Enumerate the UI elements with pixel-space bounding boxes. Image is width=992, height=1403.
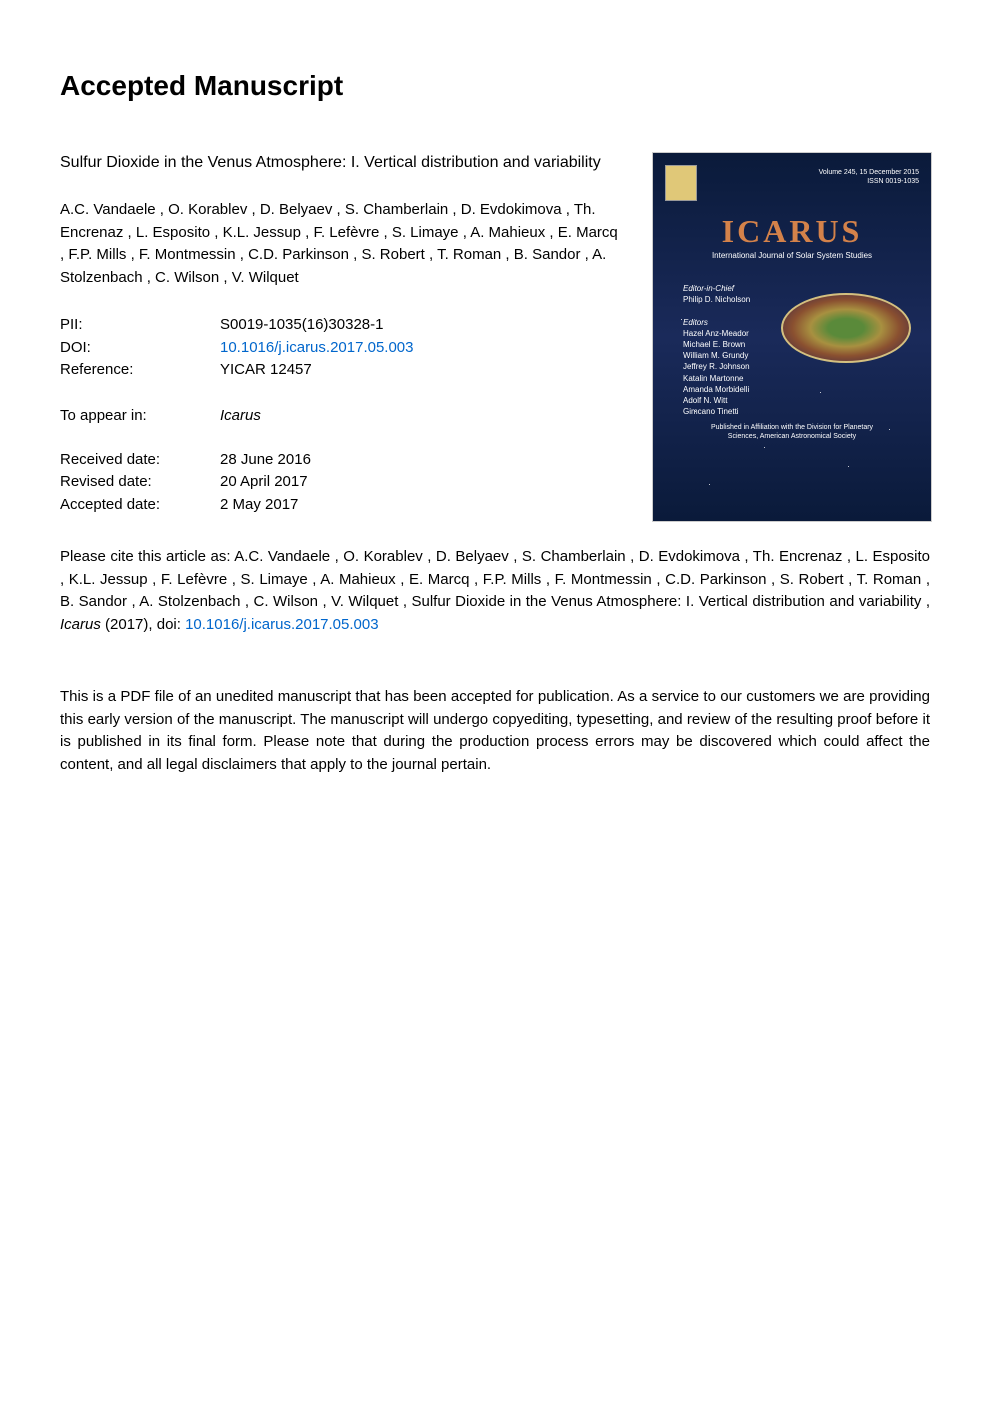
received-value: 28 June 2016 — [220, 449, 311, 472]
revised-label: Revised date: — [60, 471, 220, 494]
revised-row: Revised date: 20 April 2017 — [60, 471, 620, 494]
dates-table: Received date: 28 June 2016 Revised date… — [60, 449, 620, 517]
doi-link[interactable]: 10.1016/j.icarus.2017.05.003 — [220, 337, 413, 360]
reference-value: YICAR 12457 — [220, 359, 312, 382]
cover-volume-info: Volume 245, 15 December 2015ISSN 0019-10… — [819, 168, 919, 186]
journal-name: ICARUS — [653, 213, 931, 250]
appear-label: To appear in: — [60, 407, 220, 424]
citation-journal: Icarus — [60, 616, 101, 633]
citation-title: Sulfur Dioxide in the Venus Atmosphere: … — [411, 593, 930, 610]
pii-value: S0019-1035(16)30328-1 — [220, 314, 383, 337]
pii-row: PII: S0019-1035(16)30328-1 — [60, 314, 620, 337]
pii-label: PII: — [60, 314, 220, 337]
citation-year: (2017), doi: — [101, 616, 185, 633]
reference-row: Reference: YICAR 12457 — [60, 359, 620, 382]
journal-subtitle: International Journal of Solar System St… — [653, 251, 931, 260]
article-title: Sulfur Dioxide in the Venus Atmosphere: … — [60, 152, 620, 174]
citation-text: Please cite this article as: A.C. Vandae… — [60, 546, 930, 636]
left-content: Sulfur Dioxide in the Venus Atmosphere: … — [60, 152, 620, 516]
cover-footer: Published in Affiliation with the Divisi… — [653, 423, 931, 441]
journal-cover: Volume 245, 15 December 2015ISSN 0019-10… — [652, 152, 932, 522]
appear-value: Icarus — [220, 407, 261, 424]
disclaimer-text: This is a PDF file of an unedited manusc… — [60, 686, 930, 776]
cover-planet-image — [781, 293, 911, 363]
doi-row: DOI: 10.1016/j.icarus.2017.05.003 — [60, 337, 620, 360]
content-wrapper: Volume 245, 15 December 2015ISSN 0019-10… — [60, 152, 932, 776]
editor-chief-name: Philip D. Nicholson — [683, 294, 750, 305]
citation-doi-link[interactable]: 10.1016/j.icarus.2017.05.003 — [185, 616, 378, 633]
cover-editors: Editor-in-Chief Philip D. Nicholson Edit… — [683, 283, 750, 417]
editors-list: Hazel Anz-MeadorMichael E. BrownWilliam … — [683, 328, 750, 418]
accepted-label: Accepted date: — [60, 494, 220, 517]
accepted-row: Accepted date: 2 May 2017 — [60, 494, 620, 517]
accepted-value: 2 May 2017 — [220, 494, 298, 517]
elsevier-logo — [665, 165, 697, 201]
doi-label: DOI: — [60, 337, 220, 360]
authors-list: A.C. Vandaele , O. Korablev , D. Belyaev… — [60, 199, 620, 289]
editors-label: Editors — [683, 317, 750, 328]
appear-row: To appear in: Icarus — [60, 407, 620, 424]
page-title: Accepted Manuscript — [60, 70, 932, 102]
metadata-table: PII: S0019-1035(16)30328-1 DOI: 10.1016/… — [60, 314, 620, 382]
received-label: Received date: — [60, 449, 220, 472]
revised-value: 20 April 2017 — [220, 471, 308, 494]
citation-prefix: Please cite this article as: — [60, 548, 234, 565]
reference-label: Reference: — [60, 359, 220, 382]
received-row: Received date: 28 June 2016 — [60, 449, 620, 472]
editor-chief-label: Editor-in-Chief — [683, 283, 750, 294]
